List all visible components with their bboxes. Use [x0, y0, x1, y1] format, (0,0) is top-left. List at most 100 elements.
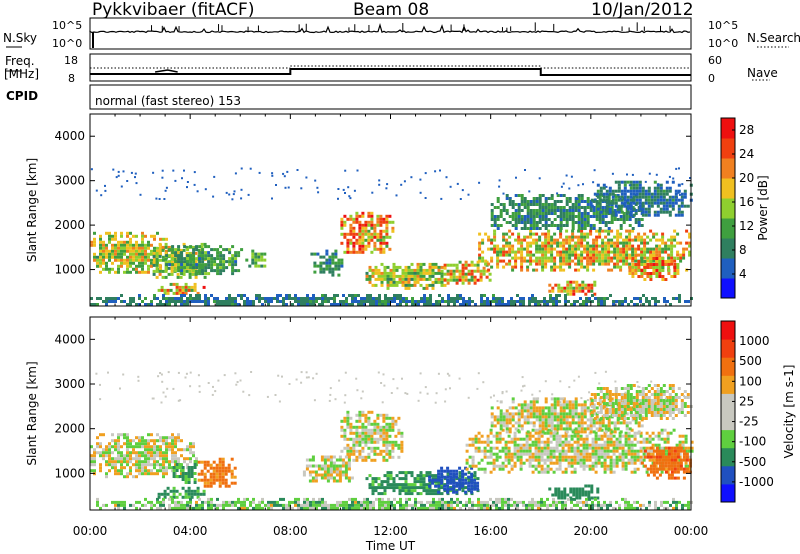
heatmap-cell: [138, 249, 141, 253]
heatmap-cell: [367, 434, 371, 438]
heatmap-cell: [532, 197, 536, 200]
heatmap-cell: [431, 265, 435, 269]
heatmap-cell: [108, 267, 111, 271]
heatmap-cell: [343, 437, 347, 441]
heatmap-cell: [164, 245, 168, 249]
heatmap-cell: [261, 303, 264, 306]
heatmap-cell: [388, 440, 392, 444]
heatmap-cell: [455, 266, 459, 270]
heatmap-cell: [605, 195, 609, 199]
heatmap-cell: [541, 424, 545, 428]
heatmap-cell: [182, 272, 186, 276]
heatmap-cell: [111, 463, 114, 467]
heatmap-cell: [407, 471, 411, 475]
heatmap-cell: [181, 486, 185, 490]
heatmap-cell: [425, 483, 429, 487]
heatmap-cell: [224, 478, 228, 482]
heatmap-cell: [636, 467, 640, 471]
heatmap-cell: [386, 274, 390, 278]
heatmap-cell: [481, 238, 485, 242]
heatmap-cell: [535, 247, 539, 251]
heatmap-cell: [640, 263, 644, 266]
heatmap-cell: [347, 461, 351, 465]
heatmap-cell: [662, 210, 666, 214]
heatmap-cell: [158, 248, 162, 252]
heatmap-cell: [547, 256, 551, 260]
heatmap-cell: [117, 258, 120, 262]
heatmap-cell: [493, 215, 497, 218]
heatmap-cell: [368, 483, 372, 487]
heatmap-cell: [648, 452, 652, 456]
colorbar-tick-label: 12: [739, 219, 754, 233]
heatmap-cell: [379, 431, 383, 435]
heatmap-cell: [601, 221, 605, 224]
heatmap-cell: [604, 221, 608, 224]
heatmap-cell: [392, 480, 396, 484]
heatmap-cell: [144, 249, 147, 253]
heatmap-cell: [624, 461, 628, 465]
heatmap-cell: [628, 247, 632, 251]
heatmap-cell: [351, 303, 354, 306]
heatmap-cell: [579, 464, 583, 468]
heatmap-cell: [650, 198, 654, 202]
heatmap-cell: [201, 269, 205, 273]
heatmap-cell: [168, 463, 171, 467]
heatmap-cell: [589, 259, 593, 263]
heatmap-cell: [432, 303, 435, 306]
heatmap-cell: [601, 262, 605, 266]
heatmap-cell: [582, 440, 586, 444]
heatmap-cell: [595, 250, 599, 254]
heatmap-cell: [537, 300, 540, 303]
heatmap-cell: [486, 443, 490, 447]
heatmap-cell: [529, 412, 533, 416]
heatmap-cell: [315, 297, 318, 300]
heatmap-cell: [476, 477, 480, 481]
heatmap-cell: [340, 220, 344, 224]
heatmap-cell: [213, 263, 217, 267]
heatmap-cell: [548, 283, 552, 287]
heatmap-cell: [144, 303, 147, 306]
heatmap-cell: [328, 270, 332, 274]
heatmap-cell: [514, 259, 518, 263]
heatmap-cell: [573, 452, 577, 456]
heatmap-cell: [653, 198, 657, 202]
heatmap-cell: [96, 258, 99, 262]
heatmap-cell: [517, 418, 521, 422]
heatmap-cell: [338, 476, 342, 480]
heatmap-cell: [588, 467, 592, 471]
heatmap-cell: [483, 449, 487, 453]
heatmap-cell: [626, 195, 630, 199]
heatmap-cell: [617, 195, 621, 199]
heatmap-cell: [559, 218, 563, 221]
heatmap-cell: [607, 227, 611, 230]
heatmap-cell: [618, 455, 622, 459]
heatmap-cell: [114, 249, 117, 253]
heatmap-cell: [342, 300, 345, 303]
heatmap-cell: [620, 192, 624, 196]
heatmap-cell: [326, 455, 330, 459]
heatmap-cell: [487, 262, 491, 266]
heatmap-cell: [614, 195, 618, 199]
heatmap-cell: [613, 241, 617, 245]
heatmap-cell: [473, 281, 477, 285]
heatmap-cell: [562, 253, 566, 257]
heatmap-cell: [361, 458, 365, 462]
heatmap-cell: [159, 439, 162, 443]
heatmap-cell: [538, 427, 542, 431]
heatmap-cell: [667, 263, 671, 266]
heatmap-cell: [588, 452, 592, 456]
heatmap-cell: [219, 254, 223, 258]
heatmap-cell: [195, 263, 199, 267]
heatmap-cell: [221, 472, 225, 476]
heatmap-cell: [547, 241, 551, 245]
heatmap-cell: [204, 294, 207, 297]
heatmap-cell: [540, 458, 544, 462]
heatmap-cell: [485, 275, 489, 279]
heatmap-cell: [619, 247, 623, 251]
heatmap-cell: [664, 263, 668, 266]
heatmap-cell: [571, 250, 575, 254]
heatmap-cell: [386, 477, 390, 481]
heatmap-cell: [567, 449, 571, 453]
heatmap-cell: [231, 303, 234, 306]
heatmap-speckle: [395, 194, 398, 197]
